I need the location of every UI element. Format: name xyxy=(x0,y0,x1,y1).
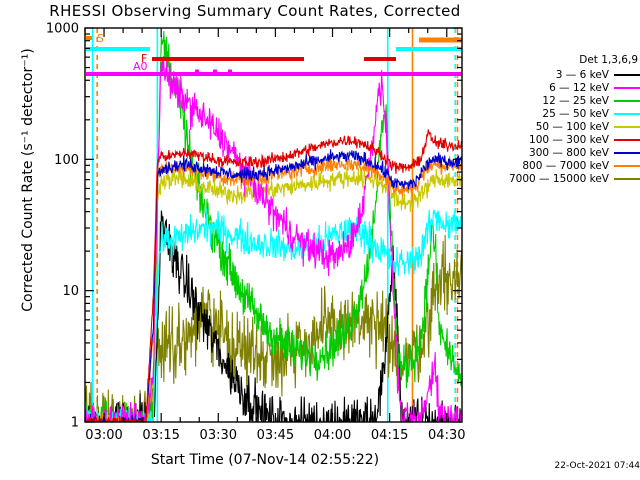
status-dot xyxy=(228,69,232,73)
status-dot xyxy=(213,69,217,73)
plot-annotation: A0 xyxy=(133,60,148,73)
y-tick-label: 1000 xyxy=(46,22,79,37)
legend-item: 100 — 300 keV xyxy=(480,133,640,146)
legend-item-label: 800 — 7000 keV xyxy=(522,159,609,172)
legend-color-swatch xyxy=(614,177,640,180)
legend-item-label: 100 — 300 keV xyxy=(529,133,609,146)
legend-item-label: 6 — 12 keV xyxy=(549,81,609,94)
legend-item: 12 — 25 keV xyxy=(480,94,640,107)
legend-color-swatch xyxy=(614,99,640,102)
y-tick-label: 1 xyxy=(71,416,79,431)
legend-item: 7000 — 15000 keV xyxy=(480,172,640,185)
generation-timestamp: 22-Oct-2021 07:44 xyxy=(554,461,640,471)
legend-color-swatch xyxy=(614,125,640,128)
legend-entries: 3 — 6 keV 6 — 12 keV 12 — 25 keV 25 — 50 ke… xyxy=(480,68,640,185)
x-axis-label: Start Time (07-Nov-14 02:55:22) xyxy=(150,452,380,468)
page-title: RHESSI Observing Summary Count Rates, Co… xyxy=(49,2,461,20)
legend-item: 25 — 50 keV xyxy=(480,107,640,120)
legend-item-label: 3 — 6 keV xyxy=(555,68,609,81)
legend-item: 6 — 12 keV xyxy=(480,81,640,94)
x-tick-label: 03:45 xyxy=(257,428,294,443)
legend: Det 1,3,6,9 3 — 6 keV 6 — 12 keV 12 — 25 k… xyxy=(480,54,640,185)
legend-color-swatch xyxy=(614,151,640,154)
x-tick-label: 03:00 xyxy=(85,428,122,443)
legend-header: Det 1,3,6,9 xyxy=(579,54,638,66)
x-tick-label: 04:30 xyxy=(428,428,465,443)
legend-item-label: 50 — 100 keV xyxy=(535,120,609,133)
legend-item: 800 — 7000 keV xyxy=(480,159,640,172)
x-tick-label: 03:30 xyxy=(200,428,237,443)
x-tick-label: 03:15 xyxy=(142,428,179,443)
legend-item-label: 7000 — 15000 keV xyxy=(509,172,609,185)
x-tick-label: 04:00 xyxy=(314,428,351,443)
legend-item-label: 12 — 25 keV xyxy=(542,94,609,107)
x-tick-label: 04:15 xyxy=(371,428,408,443)
legend-color-swatch xyxy=(614,138,640,141)
legend-item: 50 — 100 keV xyxy=(480,120,640,133)
data-series-line xyxy=(85,208,462,422)
legend-color-swatch xyxy=(614,86,640,89)
legend-color-swatch xyxy=(614,112,640,115)
legend-item-label: 25 — 50 keV xyxy=(542,107,609,120)
legend-item: 300 — 800 keV xyxy=(480,146,640,159)
data-series-line xyxy=(85,167,462,422)
legend-color-swatch xyxy=(614,164,640,167)
legend-item: 3 — 6 keV xyxy=(480,68,640,81)
legend-color-swatch xyxy=(614,73,640,76)
plot-frame xyxy=(84,27,463,423)
y-tick-label: 10 xyxy=(62,284,79,299)
plot-annotation: S xyxy=(97,32,104,45)
series-group xyxy=(85,31,462,422)
data-series-line xyxy=(85,129,462,422)
status-dot xyxy=(195,69,199,73)
plot-annotation: F xyxy=(141,52,147,65)
legend-item-label: 300 — 800 keV xyxy=(529,146,609,159)
y-tick-label: 100 xyxy=(54,153,79,168)
